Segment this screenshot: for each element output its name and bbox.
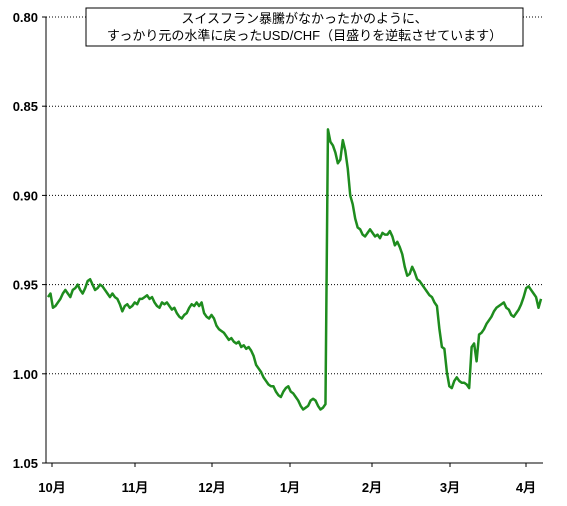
x-tick-label: 10月 xyxy=(38,480,65,495)
y-tick-label: 0.95 xyxy=(13,278,38,293)
axes xyxy=(45,17,543,464)
y-tick-labels: 0.80 0.85 0.90 0.95 1.00 1.05 xyxy=(13,10,46,471)
x-tick-labels: 10月 11月 12月 1月 2月 3月 4月 xyxy=(38,463,536,495)
x-tick-label: 2月 xyxy=(362,480,382,495)
x-tick-label: 12月 xyxy=(198,480,225,495)
series-layer xyxy=(46,128,543,411)
chart-title-box: スイスフラン暴騰がなかったかのように、 すっかり元の水準に戻ったUSD/CHF（… xyxy=(85,7,524,47)
x-tick-label: 3月 xyxy=(440,480,460,495)
series-line xyxy=(46,128,543,411)
x-tick-label: 4月 xyxy=(516,480,536,495)
x-tick-label: 11月 xyxy=(122,480,149,495)
y-tick-label: 0.90 xyxy=(13,188,38,203)
chart-title-line-1: スイスフラン暴騰がなかったかのように、 xyxy=(181,11,427,26)
y-tick-label: 0.85 xyxy=(13,99,38,114)
title-box-frame xyxy=(85,7,524,47)
y-tick-label: 1.00 xyxy=(13,367,38,382)
chart-title-line-2: すっかり元の水準に戻ったUSD/CHF（目盛りを逆転させています） xyxy=(107,28,502,43)
x-tick-label: 1月 xyxy=(280,480,300,495)
y-tick-label: 0.80 xyxy=(13,10,38,25)
y-tick-label: 1.05 xyxy=(13,456,38,471)
